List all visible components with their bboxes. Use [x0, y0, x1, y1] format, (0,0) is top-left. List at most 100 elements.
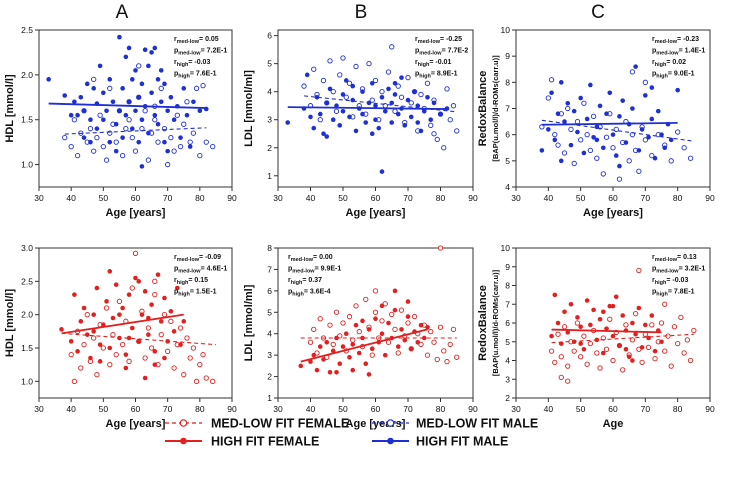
point-medlow	[74, 152, 81, 159]
y-tick-label: 1	[267, 393, 272, 403]
point-medlow	[594, 350, 600, 356]
point-medlow	[428, 328, 434, 335]
x-tick-label: 90	[227, 404, 237, 414]
legend-medlow-female-label: MED-LOW FIT FEMALE	[211, 417, 349, 431]
column-label-a: A	[116, 2, 129, 23]
point-high	[107, 345, 113, 351]
point-high	[142, 289, 148, 294]
point-high	[330, 117, 336, 123]
y-tick-label: 3.0	[21, 243, 33, 253]
point-medlow	[158, 85, 164, 91]
point-medlow	[161, 312, 168, 318]
point-medlow	[311, 326, 317, 333]
points-group	[46, 34, 216, 169]
point-medlow	[620, 367, 626, 373]
point-medlow	[571, 348, 577, 354]
point-high	[113, 148, 119, 154]
point-high	[149, 90, 154, 96]
stat-annotation: rmed-low= -0.09	[174, 254, 221, 263]
point-medlow	[668, 363, 674, 369]
points-group	[59, 250, 216, 384]
point-medlow	[210, 378, 216, 384]
point-high	[588, 322, 593, 328]
point-medlow	[587, 147, 594, 154]
point-medlow	[675, 129, 681, 135]
point-medlow	[385, 339, 392, 345]
point-medlow	[152, 278, 158, 284]
point-medlow	[639, 359, 645, 366]
point-high	[129, 126, 135, 131]
point-high	[558, 158, 564, 164]
point-high	[552, 137, 558, 143]
point-high	[392, 80, 398, 86]
point-medlow	[148, 345, 155, 351]
point-high	[558, 80, 564, 85]
point-medlow	[600, 171, 606, 177]
point-high	[405, 97, 411, 103]
point-medlow	[652, 355, 658, 362]
y-tick-label: 1.5	[21, 343, 33, 353]
point-high	[369, 346, 375, 352]
point-high	[386, 86, 391, 92]
point-high	[321, 131, 326, 137]
y-tick-label: 1	[267, 171, 272, 181]
point-medlow	[184, 99, 190, 105]
point-high	[68, 112, 74, 118]
point-high	[321, 357, 326, 362]
point-high	[584, 116, 590, 122]
point-medlow	[385, 69, 392, 75]
legend-high-male-label: HIGH FIT MALE	[416, 435, 508, 449]
point-medlow	[594, 155, 600, 161]
y-axis-title: LDL [mmol/ml]	[243, 70, 255, 147]
point-high	[136, 139, 142, 145]
point-medlow	[607, 316, 613, 322]
point-high	[389, 100, 395, 106]
point-high	[415, 120, 421, 125]
x-tick-label: 50	[576, 404, 586, 414]
column-label-c: C	[591, 2, 605, 23]
point-medlow	[343, 94, 349, 100]
point-high	[330, 348, 336, 354]
x-tick-label: 90	[468, 193, 478, 203]
point-medlow	[113, 352, 119, 358]
y-tick-label: 6	[505, 130, 510, 140]
point-medlow	[450, 103, 457, 109]
point-medlow	[610, 145, 616, 151]
point-medlow	[171, 365, 177, 371]
point-medlow	[649, 322, 655, 328]
point-medlow	[330, 89, 336, 95]
stat-annotation: pmed-low= 7.2E-1	[174, 48, 227, 57]
point-high	[604, 111, 609, 117]
point-high	[142, 47, 148, 53]
point-high	[139, 81, 145, 87]
point-high	[110, 99, 116, 105]
point-high	[639, 345, 645, 350]
point-medlow	[645, 344, 652, 351]
point-medlow	[578, 137, 584, 143]
point-medlow	[662, 301, 668, 307]
y-tick-label: 7	[505, 104, 510, 114]
y-axis-title: HDL [mmol/l]	[4, 74, 16, 143]
point-high	[601, 309, 606, 315]
point-medlow	[428, 122, 434, 128]
point-medlow	[389, 311, 395, 318]
fit-line-high	[287, 106, 448, 110]
point-high	[591, 307, 596, 313]
y-tick-label: 6	[505, 318, 510, 328]
point-high	[139, 164, 145, 169]
y-tick-label: 2.0	[21, 70, 33, 80]
point-medlow	[346, 313, 353, 320]
point-medlow	[145, 325, 152, 331]
point-medlow	[190, 345, 197, 351]
point-high	[81, 305, 87, 311]
point-medlow	[340, 320, 346, 326]
point-high	[588, 82, 593, 88]
point-medlow	[190, 130, 197, 136]
point-medlow	[584, 361, 590, 367]
x-tick-label: 80	[436, 404, 446, 414]
y-tick-label: 6	[267, 31, 272, 41]
point-medlow	[565, 363, 571, 369]
point-high	[617, 163, 622, 169]
y-tick-label: 2	[267, 143, 272, 153]
point-medlow	[337, 72, 343, 78]
